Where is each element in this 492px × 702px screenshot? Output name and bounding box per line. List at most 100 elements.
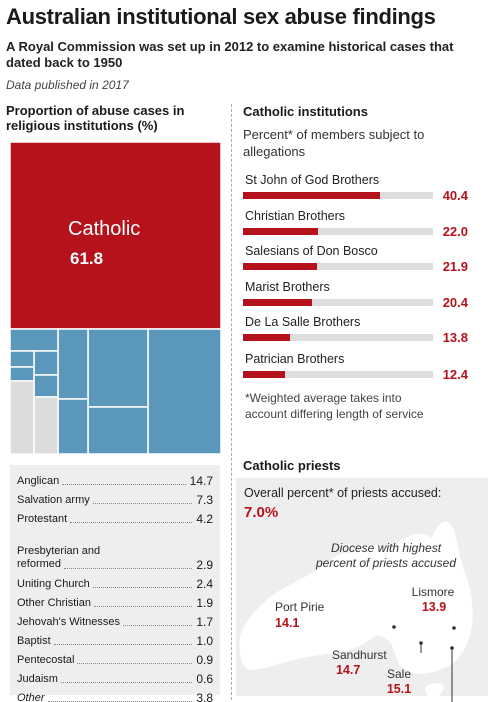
- bar: [243, 228, 318, 235]
- treemap-tile-judaism: [33, 374, 59, 398]
- treemap-legend: Anglican 14.7 Salvation army 7.3 Protestant 4…: [10, 465, 220, 702]
- published-note: Data published in 2017: [6, 78, 129, 92]
- diocese-marker: [392, 625, 396, 629]
- legend-name: Judaism: [17, 673, 58, 685]
- bar-track: [243, 228, 433, 235]
- australia-map: Diocese with highest percent of priests …: [239, 521, 473, 702]
- legend-row: Protestant 4.2: [17, 511, 213, 525]
- treemap-chart: Catholic 61.8: [10, 142, 221, 455]
- legend-leader: [53, 644, 193, 645]
- diocese-value: 15.1: [387, 682, 411, 696]
- bar: [243, 263, 318, 270]
- legend-value: 14.7: [189, 474, 213, 488]
- diocese-value: 13.9: [422, 600, 446, 614]
- legend-name: Baptist: [17, 635, 51, 647]
- treemap-tile-salvation-army: [87, 328, 149, 408]
- legend-name: Salvation army: [17, 494, 90, 506]
- diocese-name: Lismore: [412, 585, 455, 599]
- legend-name: Uniting Church: [17, 578, 90, 590]
- legend-row: Jehovah's Witnesses 1.7: [17, 614, 213, 628]
- treemap-tile-anglican: [147, 328, 221, 455]
- legend-leader: [64, 568, 193, 569]
- bar-value-label: 22.0: [442, 224, 468, 239]
- bar-value-label: 13.8: [442, 330, 468, 345]
- bar-label: Christian Brothers: [245, 209, 346, 223]
- catholic-priests-heading: Catholic priests: [243, 458, 341, 473]
- treemap-tile-other-christian: [10, 328, 59, 352]
- treemap-tile-baptist: [10, 350, 35, 368]
- legend-value: 0.6: [196, 672, 213, 686]
- map-caption-line-2: percent of priests accused: [315, 556, 456, 570]
- bar-label: St John of God Brothers: [245, 173, 380, 187]
- legend-row: Anglican 14.7: [17, 473, 213, 487]
- treemap-catholic-value: 61.8: [70, 249, 103, 268]
- legend-leader: [60, 682, 193, 683]
- bar-value-label: 40.4: [442, 188, 468, 203]
- legend-row: Other 3.8: [17, 690, 213, 702]
- legend-value: 7.3: [196, 493, 213, 507]
- legend-leader: [122, 625, 193, 626]
- legend-name: Other Christian: [17, 597, 91, 609]
- column-divider: [231, 104, 232, 700]
- legend-name: Protestant: [17, 513, 68, 525]
- overall-priests-label: Overall percent* of priests accused:: [244, 486, 442, 500]
- legend-name: Anglican: [17, 475, 60, 487]
- bar-label: Salesians of Don Bosco: [245, 244, 378, 258]
- bar-track: [243, 263, 433, 270]
- bar: [243, 299, 313, 306]
- bar-label: Patrician Brothers: [245, 352, 345, 366]
- legend-value: 1.9: [196, 596, 213, 610]
- legend-value: 0.9: [196, 653, 213, 667]
- diocese-name: Port Pirie: [275, 600, 325, 614]
- bar-track: [243, 299, 433, 306]
- treemap-heading: Proportion of abuse cases in religious i…: [6, 103, 185, 133]
- australia-mainland-shape: [239, 521, 473, 674]
- legend-name: Other: [17, 692, 45, 702]
- diocese-marker: [452, 626, 456, 630]
- page-subtitle: A Royal Commission was set up in 2012 to…: [6, 39, 454, 70]
- treemap-tile-protestant: [87, 406, 149, 455]
- legend-name: Pentecostal: [17, 654, 75, 666]
- diocese-value: 14.1: [275, 616, 299, 630]
- legend-name: Presbyterian and reformed: [17, 545, 101, 570]
- tasmania-shape: [425, 683, 444, 698]
- legend-row: Baptist 1.0: [17, 633, 213, 647]
- legend-row: Presbyterian and reformed 2.9: [17, 545, 213, 571]
- catholic-institutions-heading: Catholic institutions: [243, 104, 368, 119]
- legend-leader: [70, 522, 193, 523]
- legend-value: 4.2: [196, 512, 213, 526]
- legend-row: Other Christian 1.9: [17, 595, 213, 609]
- legend-row: Judaism 0.6: [17, 671, 213, 685]
- bar-value-label: 12.4: [442, 367, 468, 382]
- treemap-tile-uniting-church: [57, 398, 89, 455]
- diocese-name: Sandhurst: [332, 648, 387, 662]
- bar: [243, 192, 381, 199]
- treemap-tile-pentecostal: [10, 366, 35, 382]
- bar-label: De La Salle Brothers: [245, 315, 361, 329]
- bar-track: [243, 371, 433, 378]
- legend-row: Uniting Church 2.4: [17, 576, 213, 590]
- footnote: *Weighted average takes into account dif…: [245, 391, 424, 421]
- legend-leader: [93, 606, 193, 607]
- legend-leader: [92, 503, 193, 504]
- treemap-tile-presbyterian: [57, 328, 89, 400]
- treemap-tile-other-2: [33, 396, 59, 455]
- bar: [243, 334, 290, 341]
- bar: [243, 371, 286, 378]
- legend-leader: [92, 587, 193, 588]
- legend-row: Salvation army 7.3: [17, 492, 213, 506]
- legend-row: Pentecostal 0.9: [17, 652, 213, 666]
- legend-leader: [77, 663, 193, 664]
- bar-value-label: 20.4: [442, 295, 468, 310]
- page-title: Australian institutional sex abuse findi…: [6, 4, 436, 29]
- legend-value: 1.7: [196, 615, 213, 629]
- catholic-institutions-subheading: Percent* of members subject to allegatio…: [243, 127, 425, 159]
- legend-leader: [62, 484, 186, 485]
- legend-name: Jehovah's Witnesses: [17, 616, 120, 628]
- legend-value: 2.4: [196, 577, 213, 591]
- treemap-tile-other: [10, 380, 35, 455]
- legend-value: 1.0: [196, 634, 213, 648]
- bar-track: [243, 334, 433, 341]
- bar-track: [243, 192, 433, 199]
